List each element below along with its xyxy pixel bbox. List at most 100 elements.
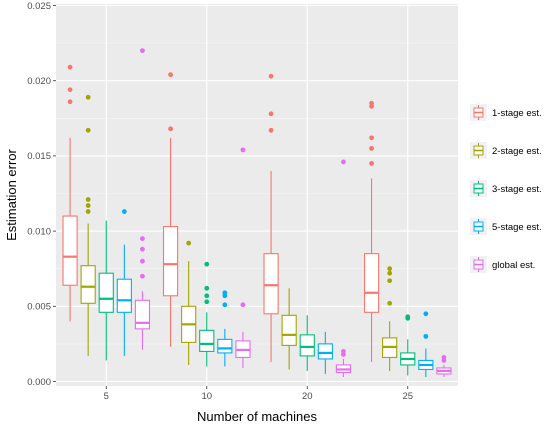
outlier-point <box>369 145 374 151</box>
outlier-point <box>369 135 374 141</box>
box <box>80 94 96 356</box>
outlier-point <box>222 293 228 299</box>
outlier-point <box>140 246 145 252</box>
outlier-point <box>168 126 173 132</box>
y-tick-label: 0.020 <box>27 76 51 87</box>
legend-label: 5-stage est. <box>492 222 542 233</box>
x-tick-label: 10 <box>201 391 212 402</box>
outlier-point <box>204 285 210 291</box>
legend-item: global est. <box>470 256 535 273</box>
outlier-point <box>85 209 91 214</box>
box <box>400 314 416 376</box>
series-2-stage-est- <box>80 94 398 371</box>
box-iqr <box>162 226 179 297</box>
x-axis-title: Number of machines <box>197 409 317 424</box>
x-tick-label: 25 <box>402 391 413 402</box>
outlier-point <box>204 293 210 299</box>
box-iqr <box>134 299 151 330</box>
outlier-point <box>387 266 393 272</box>
box <box>317 331 333 374</box>
outlier-point <box>369 103 374 109</box>
outlier-point <box>441 358 447 363</box>
outlier-point <box>268 111 274 117</box>
box-iqr <box>116 278 132 313</box>
outlier-point <box>85 197 91 202</box>
legend-item: 5-stage est. <box>470 218 542 235</box>
x-tick-label: 20 <box>302 391 313 402</box>
box <box>418 311 434 377</box>
legend: 1-stage est. 2-stage est. 3-stage est. 5-st… <box>470 104 542 273</box>
outlier-point <box>85 94 91 100</box>
box <box>134 48 151 350</box>
outlier-point <box>121 209 127 214</box>
y-tick-label: 0.000 <box>27 377 51 388</box>
legend-item: 3-stage est. <box>470 180 542 197</box>
box <box>363 100 380 362</box>
outlier-point <box>85 203 91 208</box>
outlier-point <box>67 99 73 105</box>
y-axis-ticks: 0.000 0.005 0.010 0.015 0.020 0.025 <box>27 1 56 388</box>
y-tick-label: 0.005 <box>27 302 51 313</box>
box-iqr <box>281 314 297 346</box>
box-iqr <box>317 343 333 360</box>
outlier-point <box>423 311 429 317</box>
box <box>382 266 398 371</box>
series-5-stage-est- <box>116 209 434 377</box>
outlier-point <box>168 72 173 78</box>
box-iqr <box>263 253 279 315</box>
box <box>335 159 352 377</box>
outlier-point <box>387 270 393 276</box>
outlier-point <box>140 258 145 264</box>
box <box>199 261 215 367</box>
box-series <box>62 48 452 377</box>
outlier-point <box>240 147 246 153</box>
box-iqr <box>217 338 233 354</box>
box-iqr <box>299 334 315 357</box>
box <box>62 64 78 322</box>
legend-label: 2-stage est. <box>492 146 542 157</box>
outlier-point <box>240 302 246 308</box>
box-iqr <box>363 253 380 313</box>
box <box>235 147 251 368</box>
x-axis-ticks: 5 10 20 25 <box>104 386 413 402</box>
outlier-point <box>369 161 374 166</box>
outlier-point <box>387 278 393 284</box>
box <box>436 355 452 377</box>
box <box>162 72 179 347</box>
outlier-point <box>387 300 393 306</box>
box-iqr <box>80 265 96 304</box>
y-axis-title: Estimation error <box>4 148 19 240</box>
legend-label: 1-stage est. <box>492 108 542 119</box>
box <box>217 290 233 367</box>
outlier-point <box>140 273 145 279</box>
box <box>281 288 297 370</box>
outlier-point <box>268 127 274 133</box>
plot-panel <box>56 4 458 386</box>
box-iqr <box>199 329 215 352</box>
outlier-point <box>423 333 429 339</box>
y-tick-label: 0.015 <box>27 151 51 162</box>
series-3-stage-est- <box>98 220 416 376</box>
legend-label: 3-stage est. <box>492 184 542 195</box>
outlier-point <box>341 352 346 357</box>
outlier-point <box>85 127 91 133</box>
outlier-point <box>222 302 228 308</box>
outlier-point <box>204 261 210 267</box>
x-tick-label: 5 <box>104 391 109 402</box>
outlier-point <box>67 87 73 93</box>
box-iqr <box>62 215 78 286</box>
box <box>299 315 315 371</box>
series-global-est- <box>134 48 452 377</box>
outlier-point <box>67 64 73 70</box>
outlier-point <box>186 240 192 246</box>
outlier-point <box>140 48 145 54</box>
legend-item: 1-stage est. <box>470 104 542 121</box>
box <box>116 209 132 356</box>
outlier-point <box>140 236 145 242</box>
y-tick-label: 0.025 <box>27 1 51 12</box>
outlier-point <box>405 315 411 321</box>
box-iqr <box>98 272 114 313</box>
y-tick-label: 0.010 <box>27 226 51 237</box>
outlier-point <box>268 73 274 79</box>
